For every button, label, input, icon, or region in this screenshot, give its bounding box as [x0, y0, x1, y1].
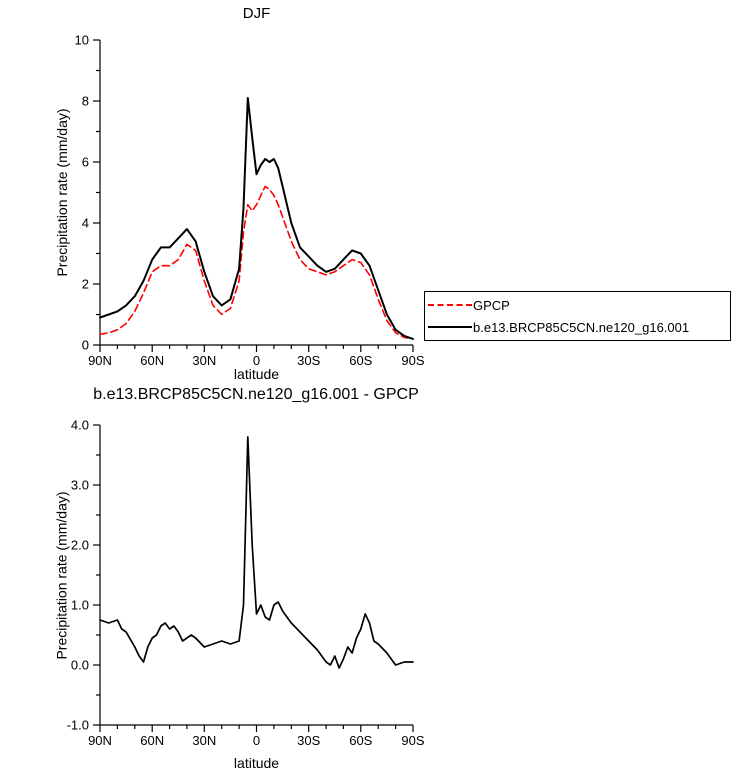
svg-text:30S: 30S — [297, 353, 320, 368]
gpcp-line-sample-icon — [428, 304, 472, 306]
legend-label-model: b.e13.BRCP85C5CN.ne120_g16.001 — [473, 319, 690, 335]
svg-text:90S: 90S — [401, 353, 424, 368]
legend-box: GPCP b.e13.BRCP85C5CN.ne120_g16.001 — [424, 291, 731, 341]
svg-text:2.0: 2.0 — [71, 538, 89, 553]
svg-text:-1.0: -1.0 — [67, 718, 89, 733]
bottom-chart-title: b.e13.BRCP85C5CN.ne120_g16.001 - GPCP — [93, 386, 419, 403]
legend-entry-gpcp: GPCP — [428, 298, 730, 313]
top-chart-plot: 90N 60N 30N 0 30S 60S 90S 0 2 4 6 8 10 — [75, 33, 425, 369]
svg-text:90N: 90N — [88, 353, 112, 368]
svg-text:0: 0 — [82, 338, 89, 353]
svg-text:90N: 90N — [88, 733, 112, 748]
svg-text:30N: 30N — [192, 733, 216, 748]
model-line-sample-icon — [428, 326, 472, 328]
svg-text:3.0: 3.0 — [71, 478, 89, 493]
legend-label-gpcp: GPCP — [473, 297, 510, 313]
svg-text:0.0: 0.0 — [71, 658, 89, 673]
svg-text:4: 4 — [82, 216, 89, 231]
svg-text:0: 0 — [253, 733, 260, 748]
bottom-chart-x-axis-label: latitude — [233, 755, 280, 771]
bottom-chart-plot: 90N 60N 30N 0 30S 60S 90S -1.0 0.0 1.0 2.0 3.0 4.0 — [67, 418, 425, 749]
svg-text:60S: 60S — [349, 733, 372, 748]
top-chart-title: DJF — [242, 5, 271, 22]
svg-text:4.0: 4.0 — [71, 418, 89, 433]
svg-text:8: 8 — [82, 94, 89, 109]
svg-text:60S: 60S — [349, 353, 372, 368]
svg-text:1.0: 1.0 — [71, 598, 89, 613]
svg-text:0: 0 — [253, 353, 260, 368]
legend-entry-model: b.e13.BRCP85C5CN.ne120_g16.001 — [428, 320, 730, 335]
top-chart-x-axis-label: latitude — [233, 366, 280, 382]
svg-text:60N: 60N — [140, 733, 164, 748]
svg-text:2: 2 — [82, 277, 89, 292]
svg-text:60N: 60N — [140, 353, 164, 368]
svg-text:30N: 30N — [192, 353, 216, 368]
svg-text:90S: 90S — [401, 733, 424, 748]
svg-text:30S: 30S — [297, 733, 320, 748]
svg-text:6: 6 — [82, 155, 89, 170]
svg-text:10: 10 — [75, 33, 89, 48]
